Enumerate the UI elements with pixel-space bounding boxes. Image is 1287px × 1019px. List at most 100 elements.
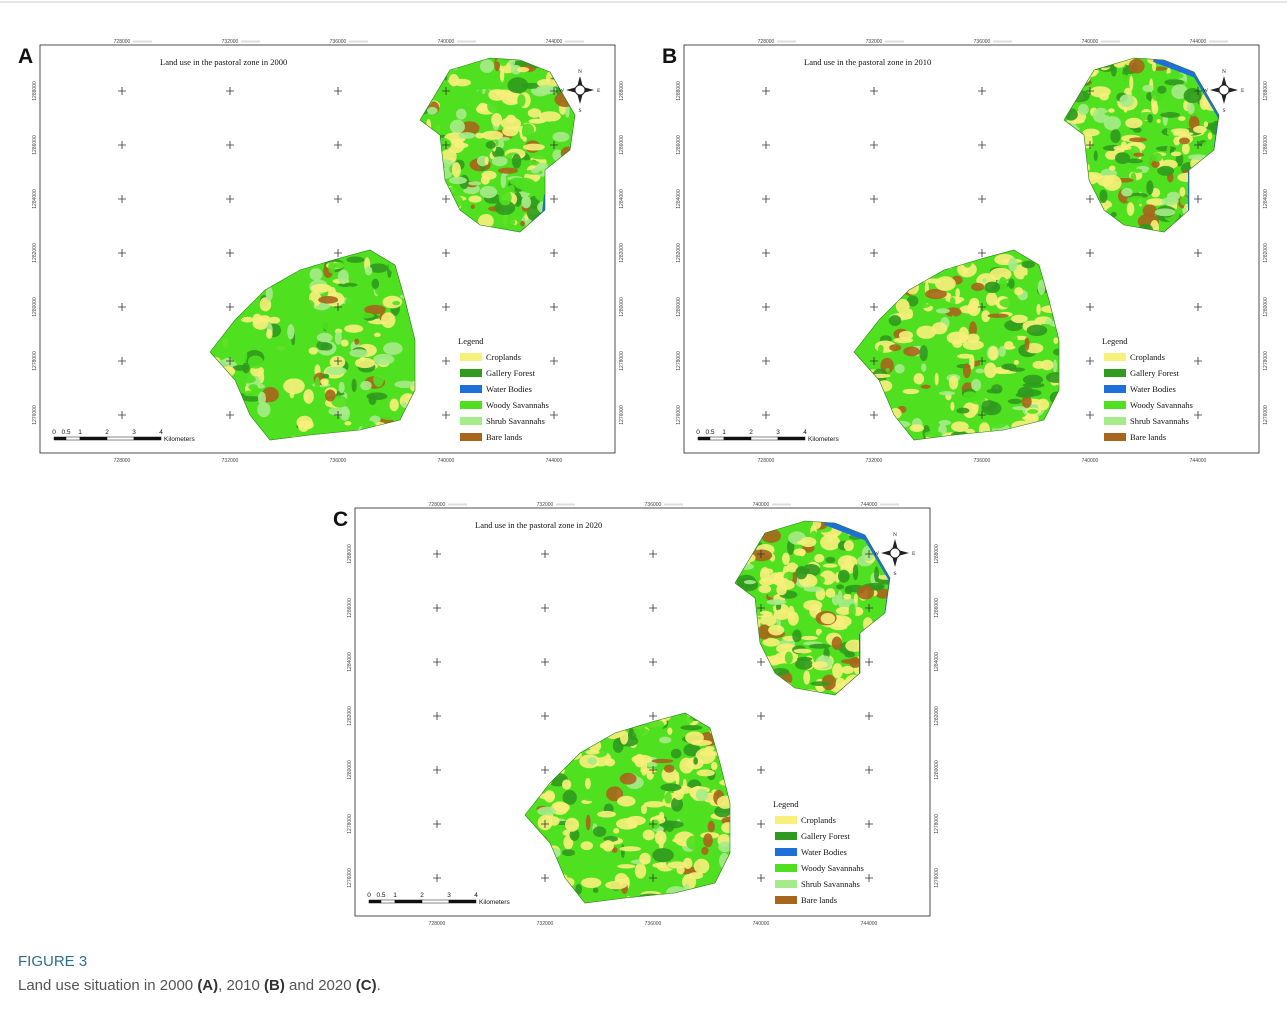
land-patch (956, 408, 969, 414)
y-tick-label: 1282000 (619, 243, 625, 263)
land-patch (239, 375, 256, 384)
x-tick-label: 728000 (758, 39, 775, 45)
land-patch (744, 580, 756, 584)
land-patch (1083, 129, 1100, 137)
scale-label: 0 (367, 892, 371, 899)
land-patch (494, 77, 499, 82)
land-patch (1094, 151, 1098, 161)
compass-w: W (1203, 88, 1209, 94)
land-patch (795, 566, 807, 579)
legend-title: Legend (458, 336, 484, 346)
land-patch (1133, 153, 1144, 157)
y-tick-label: 1276000 (347, 868, 353, 888)
land-patch (344, 421, 351, 425)
land-patch (449, 74, 459, 86)
scale-segment (751, 437, 778, 440)
land-patch (617, 796, 635, 807)
land-patch (832, 663, 843, 678)
land-patch (322, 317, 333, 331)
land-patch (667, 728, 672, 735)
land-patch (220, 336, 234, 350)
land-patch (1129, 75, 1133, 90)
land-patch (708, 821, 715, 833)
legend-label: Woody Savannahs (1130, 400, 1193, 410)
land-patch (880, 326, 895, 332)
land-patch (321, 343, 333, 351)
legend-label: Bare lands (1130, 432, 1166, 442)
land-patch (311, 284, 332, 293)
x-tick-label: 736000 (974, 458, 991, 464)
figure: FIGURE 3 Land use situation in 2000 (A),… (0, 0, 1287, 1019)
land-patch (920, 390, 940, 406)
x-tick-label: 732000 (866, 39, 883, 45)
land-patch (366, 392, 387, 400)
scale-segment (778, 437, 805, 440)
scale-label: 3 (776, 429, 780, 436)
land-patch (1129, 137, 1147, 142)
land-patch (928, 300, 948, 307)
caption-heading: FIGURE 3 (18, 953, 87, 970)
land-patch (950, 315, 956, 330)
land-patch (283, 378, 305, 394)
land-patch (1014, 287, 1023, 295)
land-patch (697, 769, 715, 776)
land-patch (680, 725, 702, 730)
legend-label: Woody Savannahs (801, 863, 864, 873)
land-patch (487, 99, 500, 113)
land-patch (1152, 153, 1163, 162)
x-tick-label: 736000 (974, 39, 991, 45)
scale-label: 0 (696, 429, 700, 436)
land-patch (359, 357, 366, 361)
land-patch (299, 402, 314, 416)
land-patch (554, 803, 570, 813)
land-patch (520, 221, 525, 227)
legend-swatch (460, 401, 482, 409)
x-tick-label: 732000 (537, 502, 554, 508)
land-patch (501, 117, 521, 129)
land-patch (810, 681, 830, 686)
land-patch (975, 368, 984, 373)
land-patch (886, 368, 890, 372)
land-patch (536, 85, 556, 94)
land-patch (352, 379, 357, 393)
land-patch (242, 363, 250, 374)
land-patch (310, 268, 323, 280)
land-patch (1146, 180, 1153, 194)
x-tick-label: 744000 (861, 921, 878, 927)
land-patch (325, 390, 336, 402)
land-patch (356, 313, 375, 319)
land-patch (679, 758, 693, 774)
land-patch (903, 389, 920, 394)
land-patch (1147, 114, 1153, 123)
land-patch (916, 326, 936, 339)
land-patch (372, 279, 380, 289)
land-patch (825, 588, 835, 598)
x-tick-label: 736000 (330, 458, 347, 464)
land-patch (844, 651, 855, 657)
scale-segment (369, 900, 381, 903)
land-patch (248, 355, 264, 368)
land-patch (795, 557, 801, 565)
land-patch (1025, 337, 1030, 350)
y-tick-label: 1284000 (347, 652, 353, 672)
land-patch (794, 649, 812, 654)
land-patch (1105, 111, 1127, 116)
land-patch (613, 828, 619, 834)
land-patch (809, 644, 831, 649)
y-tick-label: 1280000 (347, 760, 353, 780)
land-patch (619, 846, 641, 851)
scale-segment (107, 437, 134, 440)
land-patch (500, 69, 504, 82)
land-patch (1008, 399, 1022, 404)
compass-ring (575, 85, 585, 95)
scale-label: 2 (420, 892, 424, 899)
land-patch (394, 381, 415, 388)
land-patch (1193, 126, 1207, 133)
land-patch (951, 421, 969, 432)
scale-label: 0.5 (376, 892, 385, 899)
scale-label: 2 (749, 429, 753, 436)
land-patch (812, 661, 828, 668)
land-patch (620, 730, 628, 744)
land-patch (963, 391, 977, 398)
land-patch (1178, 116, 1185, 121)
